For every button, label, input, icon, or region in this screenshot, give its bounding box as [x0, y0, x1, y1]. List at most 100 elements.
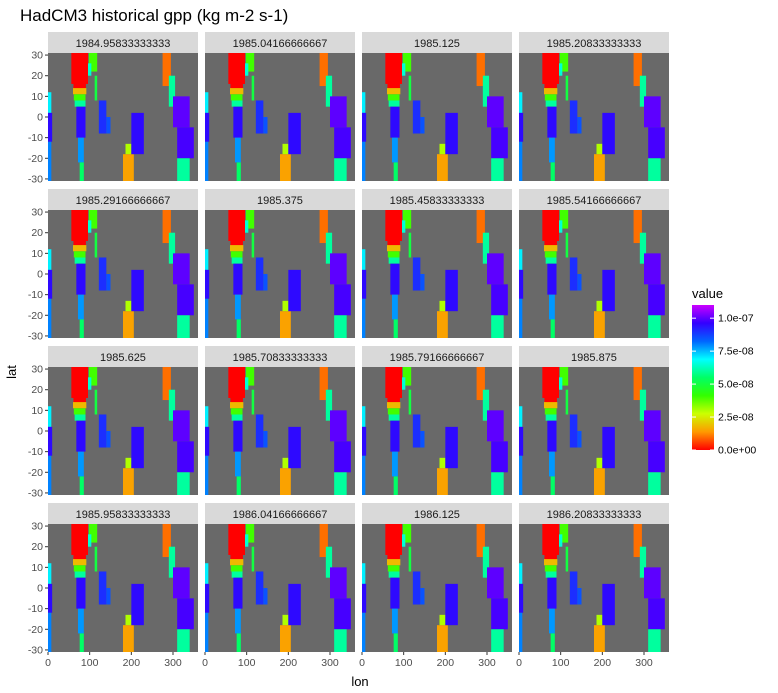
raster-cell: [282, 300, 289, 312]
raster-layer: [362, 524, 508, 652]
raster-cell: [439, 614, 446, 626]
legend-tick-label: 5.0e-08: [718, 379, 754, 391]
raster-cell: [228, 53, 245, 84]
raster-cell: [263, 588, 268, 605]
raster-cell: [569, 571, 578, 605]
raster-cell: [420, 431, 425, 448]
raster-cell: [542, 210, 559, 241]
facet-strip-label: 1985.95833333333: [76, 509, 171, 521]
raster-cell: [559, 377, 563, 390]
raster-cell: [205, 112, 210, 142]
y-tick-label: 0: [37, 112, 43, 124]
raster-cell: [476, 210, 485, 244]
y-tick-label: -10: [28, 289, 43, 301]
raster-cell: [594, 625, 605, 652]
raster-cell: [79, 319, 84, 338]
x-tick-label: 200: [280, 657, 298, 669]
raster-cell: [230, 565, 243, 572]
raster-cell: [633, 524, 642, 558]
raster-cell: [73, 408, 86, 415]
facet-panel: 1986.04166666667 0 100 200 300: [202, 503, 355, 669]
raster-cell: [437, 625, 448, 652]
facet-strip-label: 1984.95833333333: [76, 38, 171, 50]
raster-cell: [245, 367, 255, 386]
raster-cell: [98, 571, 107, 605]
raster-cell: [402, 534, 406, 547]
raster-cell: [177, 284, 194, 316]
raster-layer: [362, 367, 508, 495]
raster-cell: [280, 468, 291, 495]
raster-cell: [445, 269, 458, 312]
raster-cell: [263, 117, 268, 134]
raster-cell: [245, 524, 255, 543]
facet-strip-label: 1985.70833333333: [233, 352, 328, 364]
raster-cell: [228, 367, 245, 398]
raster-cell: [385, 524, 402, 555]
facet-panel: 1986.20833333333 0 100 200 300: [516, 503, 669, 669]
raster-cell: [78, 451, 84, 477]
raster-cell: [330, 410, 347, 442]
raster-cell: [482, 389, 490, 421]
raster-cell: [393, 476, 398, 495]
raster-cell: [205, 249, 209, 270]
raster-cell: [334, 598, 351, 630]
raster-cell: [325, 546, 333, 578]
raster-cell: [544, 88, 558, 95]
raster-cell: [251, 546, 255, 572]
raster-cell: [476, 524, 485, 558]
raster-cell: [385, 210, 402, 241]
raster-cell: [168, 75, 176, 107]
raster-cell: [390, 106, 400, 138]
raster-cell: [402, 220, 406, 233]
raster-cell: [390, 420, 400, 452]
raster-cell: [387, 251, 400, 258]
raster-cell: [76, 106, 86, 138]
raster-cell: [388, 100, 400, 107]
raster-cell: [334, 127, 351, 159]
raster-cell: [233, 577, 243, 609]
facet-panel: 1985.375: [205, 189, 355, 338]
raster-cell: [550, 319, 555, 338]
raster-cell: [131, 583, 144, 626]
raster-cell: [48, 298, 52, 338]
raster-cell: [519, 298, 523, 338]
legend-tick-label: 1.0e-07: [718, 313, 754, 325]
facet-strip-label: 1985.04166666667: [233, 38, 328, 50]
raster-cell: [162, 367, 171, 401]
raster-cell: [437, 468, 448, 495]
raster-cell: [330, 96, 347, 128]
color-legend: value 1.0e-07 7.5e-08 5.0e-08 2.5e-08 0.0e+0…: [692, 286, 756, 457]
raster-cell: [387, 565, 400, 572]
raster-cell: [131, 269, 144, 312]
raster-cell: [602, 426, 615, 469]
raster-cell: [545, 257, 557, 264]
raster-cell: [565, 546, 569, 572]
raster-cell: [123, 154, 134, 181]
raster-cell: [633, 210, 642, 244]
raster-cell: [325, 389, 333, 421]
raster-cell: [644, 253, 661, 285]
raster-cell: [519, 406, 523, 427]
raster-cell: [245, 534, 249, 547]
raster-cell: [251, 389, 255, 415]
raster-cell: [487, 96, 504, 128]
raster-cell: [255, 100, 264, 134]
raster-cell: [263, 274, 268, 291]
facet-strip: [362, 32, 512, 53]
raster-cell: [282, 457, 289, 469]
raster-cell: [230, 402, 244, 409]
raster-cell: [94, 232, 98, 258]
x-tick-label: 200: [437, 657, 455, 669]
raster-cell: [392, 608, 398, 634]
raster-cell: [73, 94, 86, 101]
facet-strip-label: 1985.54166666667: [547, 195, 642, 207]
raster-cell: [577, 588, 582, 605]
raster-cell: [94, 546, 98, 572]
raster-cell: [648, 441, 665, 473]
raster-cell: [437, 154, 448, 181]
raster-cell: [362, 298, 366, 338]
raster-cell: [549, 451, 555, 477]
raster-cell: [319, 367, 328, 401]
raster-cell: [106, 117, 111, 134]
raster-cell: [402, 367, 412, 386]
